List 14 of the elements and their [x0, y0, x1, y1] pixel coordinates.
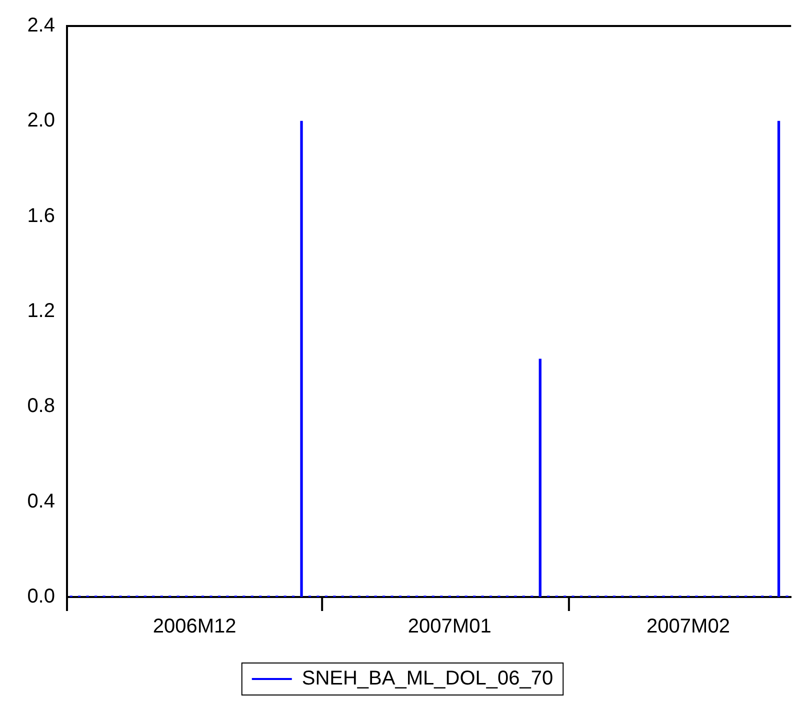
y-tick-label: 2.4 — [27, 14, 55, 37]
y-tick-label: 1.2 — [27, 300, 55, 322]
legend-label: SNEH_BA_ML_DOL_06_70 — [302, 668, 554, 690]
y-tick-label: 2.0 — [27, 110, 55, 132]
bar — [300, 120, 303, 597]
x-tick-label: 2007M02 — [646, 616, 730, 638]
bar — [538, 358, 542, 597]
x-tick-label: 2006M12 — [152, 616, 236, 638]
y-tick-label: 1.6 — [27, 204, 55, 227]
x-tick-label: 2007M01 — [408, 616, 492, 638]
y-tick-label: 0.8 — [27, 395, 55, 418]
y-tick-label: 0.0 — [27, 586, 55, 608]
bar — [777, 120, 780, 597]
y-tick-label: 0.4 — [27, 490, 55, 512]
